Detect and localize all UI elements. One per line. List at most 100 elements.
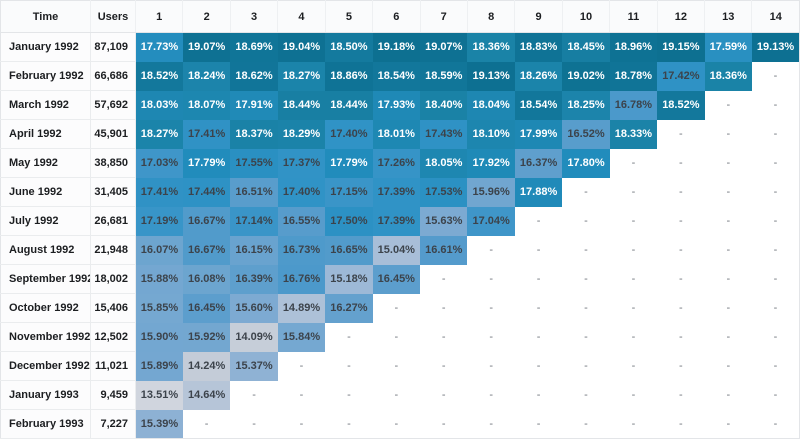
cohort-cell: 17.88%	[514, 177, 563, 207]
table-row: December 1992 11,021 15.89% 14.24% 15.37% - - -…	[0, 351, 800, 381]
cohort-cell: 18.45%	[562, 32, 610, 62]
cohort-cell: 19.07%	[420, 32, 468, 62]
column-header-period: 3	[230, 0, 279, 33]
cohort-empty-cell: -	[372, 351, 421, 381]
cohort-cell: 16.27%	[325, 293, 373, 323]
cohort-empty-cell: -	[657, 119, 705, 149]
cohort-cell: 17.44%	[182, 177, 231, 207]
cohort-empty-cell: -	[751, 90, 800, 120]
cohort-cell: 17.79%	[325, 148, 373, 178]
cohort-empty-cell: -	[704, 206, 752, 236]
cohort-users-count: 21,948	[90, 235, 136, 265]
cohort-empty-cell: -	[514, 293, 563, 323]
column-header-period: 9	[514, 0, 563, 33]
cohort-cell: 13.51%	[135, 380, 183, 410]
cohort-empty-cell: -	[562, 409, 610, 439]
cohort-cell: 18.83%	[514, 32, 563, 62]
table-row: November 1992 12,502 15.90% 15.92% 14.09% 15.…	[0, 322, 800, 352]
cohort-cell: 16.51%	[230, 177, 278, 207]
cohort-users-count: 18,002	[90, 264, 136, 294]
cohort-cell: 17.04%	[467, 206, 515, 236]
cohort-empty-cell: -	[420, 409, 468, 439]
column-header-period: 1	[135, 0, 184, 33]
cohort-cell: 19.15%	[657, 32, 705, 62]
cohort-cell: 17.26%	[372, 148, 421, 178]
cohort-cell: 17.59%	[704, 32, 752, 62]
cohort-empty-cell: -	[751, 264, 800, 294]
cohort-month-label: January 1993	[0, 380, 91, 410]
cohort-empty-cell: -	[704, 409, 752, 439]
cohort-cell: 16.08%	[182, 264, 231, 294]
cohort-cell: 18.96%	[609, 32, 658, 62]
cohort-cell: 15.37%	[230, 351, 278, 381]
cohort-cell: 18.54%	[514, 90, 563, 120]
cohort-empty-cell: -	[467, 293, 515, 323]
cohort-month-label: January 1992	[0, 32, 91, 62]
cohort-cell: 17.92%	[467, 148, 515, 178]
cohort-cell: 18.24%	[182, 61, 231, 91]
cohort-empty-cell: -	[751, 351, 800, 381]
cohort-cell: 17.79%	[182, 148, 231, 178]
cohort-month-label: August 1992	[0, 235, 91, 265]
cohort-cell: 16.45%	[372, 264, 421, 294]
cohort-cell: 14.89%	[277, 293, 326, 323]
cohort-cell: 16.67%	[182, 206, 231, 236]
cohort-empty-cell: -	[609, 235, 658, 265]
cohort-cell: 19.13%	[751, 32, 800, 62]
column-header-period: 7	[420, 0, 468, 33]
cohort-cell: 19.04%	[277, 32, 326, 62]
cohort-cell: 17.91%	[230, 90, 278, 120]
cohort-cell: 17.80%	[562, 148, 610, 178]
cohort-empty-cell: -	[467, 235, 515, 265]
cohort-users-count: 57,692	[90, 90, 136, 120]
cohort-cell: 15.18%	[325, 264, 373, 294]
cohort-cell: 18.27%	[135, 119, 183, 149]
table-row: February 1992 66,686 18.52% 18.24% 18.62% 18.…	[0, 61, 800, 91]
cohort-cell: 17.42%	[657, 61, 705, 91]
column-header-users: Users	[90, 0, 136, 33]
cohort-empty-cell: -	[230, 380, 278, 410]
cohort-empty-cell: -	[325, 409, 373, 439]
cohort-empty-cell: -	[609, 351, 658, 381]
cohort-users-count: 15,406	[90, 293, 136, 323]
column-header-time: Time	[0, 0, 91, 33]
cohort-empty-cell: -	[467, 351, 515, 381]
cohort-cell: 18.40%	[420, 90, 468, 120]
cohort-cell: 16.45%	[182, 293, 231, 323]
column-header-period: 14	[751, 0, 800, 33]
cohort-cell: 17.41%	[135, 177, 183, 207]
table-row: February 1993 7,227 15.39% - - - - - - - - - - - - -	[0, 409, 800, 439]
cohort-users-count: 31,405	[90, 177, 136, 207]
cohort-cell: 16.37%	[514, 148, 563, 178]
cohort-cell: 17.39%	[372, 206, 421, 236]
cohort-cell: 17.37%	[277, 148, 326, 178]
cohort-cell: 18.27%	[277, 61, 326, 91]
cohort-empty-cell: -	[514, 264, 563, 294]
cohort-empty-cell: -	[562, 322, 610, 352]
cohort-empty-cell: -	[277, 351, 326, 381]
cohort-cell: 15.85%	[135, 293, 183, 323]
cohort-cell: 16.73%	[277, 235, 326, 265]
cohort-users-count: 12,502	[90, 322, 136, 352]
cohort-empty-cell: -	[609, 322, 658, 352]
cohort-cell: 16.67%	[182, 235, 231, 265]
cohort-cell: 18.01%	[372, 119, 421, 149]
cohort-empty-cell: -	[609, 206, 658, 236]
cohort-cell: 18.33%	[609, 119, 658, 149]
cohort-empty-cell: -	[562, 351, 610, 381]
cohort-cell: 17.53%	[420, 177, 468, 207]
column-header-period: 8	[467, 0, 516, 33]
cohort-empty-cell: -	[751, 322, 800, 352]
cohort-cell: 17.73%	[135, 32, 183, 62]
table-row: March 1992 57,692 18.03% 18.07% 17.91% 18.44%…	[0, 90, 800, 120]
cohort-empty-cell: -	[562, 380, 610, 410]
cohort-users-count: 7,227	[90, 409, 136, 439]
cohort-empty-cell: -	[751, 177, 800, 207]
table-row: January 1993 9,459 13.51% 14.64% - - - - - - - - - - -…	[0, 380, 800, 410]
cohort-users-count: 45,901	[90, 119, 136, 149]
cohort-empty-cell: -	[562, 293, 610, 323]
table-row: October 1992 15,406 15.85% 16.45% 15.60% 14.8…	[0, 293, 800, 323]
cohort-empty-cell: -	[751, 206, 800, 236]
